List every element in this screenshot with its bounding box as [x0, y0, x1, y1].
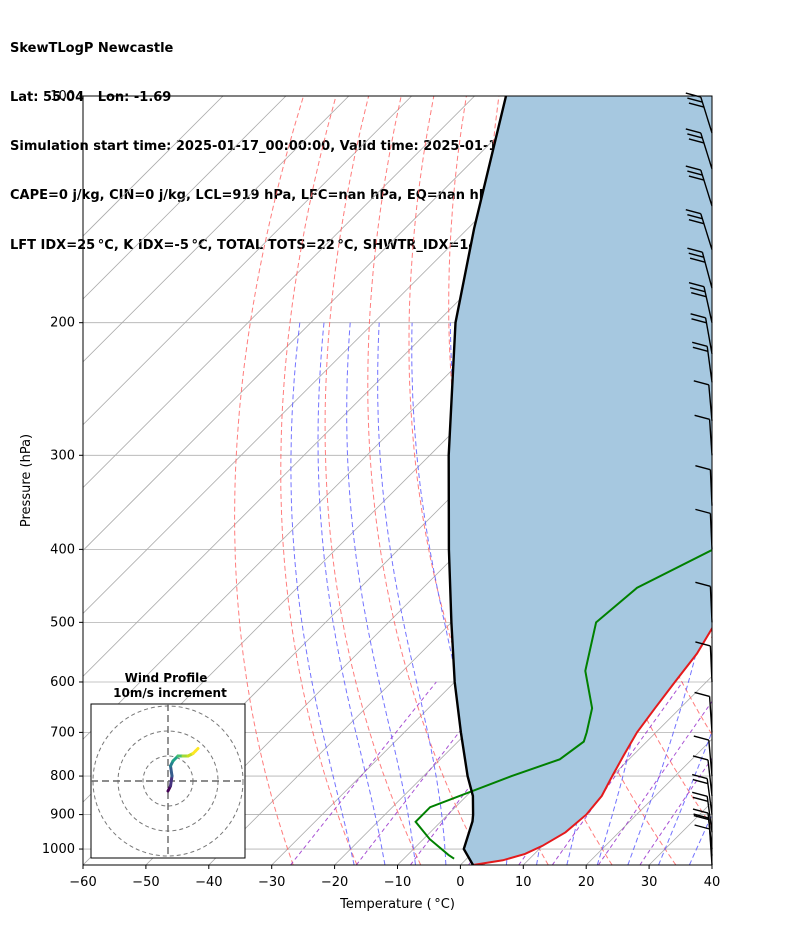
x-tick-label: −20 [321, 875, 348, 890]
mixing-ratio-line [597, 700, 712, 865]
wind-barb [685, 128, 713, 170]
x-tick-label: −60 [69, 875, 96, 890]
y-tick-label: 500 [50, 615, 75, 630]
x-tick-label: −30 [258, 875, 285, 890]
x-tick-label: −10 [384, 875, 411, 890]
dry-adiabat [280, 96, 358, 865]
moist-adiabat [317, 322, 386, 865]
dewpoint-line [414, 548, 712, 860]
wind-barb [685, 165, 713, 207]
dry-adiabat [727, 96, 794, 865]
mixing-ratio-line [639, 757, 712, 865]
title-line-station: SkewTLogP Newcastle [10, 40, 174, 56]
wind-barb [692, 341, 713, 383]
title-line-indices: LFT IDX=25 °C, K IDX=-5 °C, TOTAL TOTS=2… [10, 237, 497, 253]
temperature-line [472, 626, 712, 865]
chart-title-block: SkewTLogP Newcastle Lat: 55.04 Lon: -1.6… [10, 8, 603, 271]
inset-subtitle: 10m/s increment [113, 686, 227, 700]
x-tick-label: −40 [195, 875, 222, 890]
wind-barb [692, 808, 713, 850]
isotherm-line [775, 96, 794, 865]
y-tick-label: 1000 [42, 842, 75, 857]
wind-barb [688, 282, 713, 323]
wind-barb [693, 380, 713, 421]
wind-barb [693, 735, 713, 777]
isotherm-line [83, 96, 287, 300]
isotherm-line [83, 96, 224, 237]
wind-barb [685, 92, 713, 134]
x-tick-label: 30 [641, 875, 658, 890]
wind-barb [694, 691, 713, 733]
x-tick-label: 40 [704, 875, 721, 890]
hodograph-segment [169, 774, 174, 788]
inset-title: Wind Profile [125, 671, 208, 685]
y-tick-label: 400 [50, 542, 75, 557]
isotherm-line [711, 864, 712, 865]
moist-adiabat [627, 322, 712, 865]
wind-barb [687, 247, 713, 289]
moist-adiabat [720, 323, 794, 865]
wind-barb [685, 209, 713, 250]
y-tick-label: 700 [50, 725, 75, 740]
isotherm-line [83, 96, 412, 426]
dry-adiabat [234, 96, 304, 865]
cape-shading [448, 96, 712, 865]
moist-adiabat [346, 322, 416, 865]
hodograph-segment [169, 764, 174, 778]
x-tick-label: 0 [456, 875, 464, 890]
dry-adiabat [760, 96, 794, 865]
wind-barb [690, 313, 713, 354]
parcel-line [447, 96, 508, 865]
isotherm-line [83, 96, 475, 489]
y-tick-label: 800 [50, 769, 75, 784]
y-tick-label: 300 [50, 448, 75, 463]
moist-adiabat [377, 322, 447, 865]
y-tick-label: 600 [50, 675, 75, 690]
isotherm-line [83, 96, 350, 363]
isotherm-line [83, 96, 601, 614]
title-line-cape: CAPE=0 j/kg, CIN=0 j/kg, LCL=919 hPa, LF… [10, 188, 497, 204]
mixing-ratio-line [551, 681, 684, 865]
y-tick-label: 900 [50, 808, 75, 823]
title-line-latlon: Lat: 55.04 Lon: -1.69 [10, 90, 172, 106]
x-axis-label: Temperature ( °C) [339, 897, 455, 912]
y-tick-label: 100 [50, 89, 75, 104]
moist-adiabat [596, 322, 654, 865]
moist-adiabat [290, 322, 355, 865]
moist-adiabat [658, 730, 712, 865]
mixing-ratio-line [290, 681, 437, 865]
x-tick-label: 20 [578, 875, 595, 890]
x-tick-label: 10 [515, 875, 532, 890]
dry-adiabat [324, 96, 422, 865]
isotherm-line [83, 96, 538, 552]
y-tick-label: 200 [50, 316, 75, 331]
dry-adiabat [367, 96, 485, 865]
hodograph-segment [194, 747, 200, 753]
isotherm-line [523, 675, 712, 865]
y-axis-label: Pressure (hPa) [19, 434, 34, 527]
wind-barb [692, 773, 713, 815]
wind-barb [692, 791, 713, 833]
wind-barb [692, 755, 713, 796]
x-tick-label: −50 [132, 875, 159, 890]
